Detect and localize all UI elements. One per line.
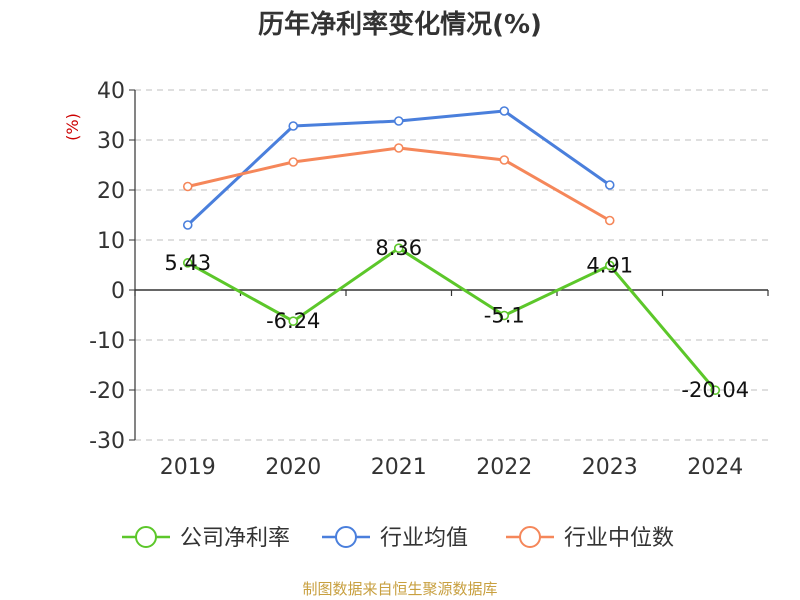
data-point-2-2021 <box>393 143 404 153</box>
legend[interactable]: 公司净利率 行业均值 行业中位数 <box>122 526 674 551</box>
y-axis-unit-label: (%) <box>63 113 82 141</box>
data-point-2-2019 <box>182 181 193 192</box>
data-point-1-2020 <box>288 121 299 131</box>
legend-item-0[interactable]: 公司净利率 <box>122 526 290 551</box>
x-tick-label-2024: 2024 <box>687 455 743 480</box>
grid-layer <box>135 89 768 441</box>
data-point-0-2021 <box>393 243 404 253</box>
data-label-2023: 4.91 <box>586 253 633 277</box>
series-1 <box>182 106 615 230</box>
data-point-2-2022 <box>499 155 510 165</box>
series-line-0 <box>187 246 717 392</box>
legend-label-0: 公司净利率 <box>180 526 290 551</box>
x-tick-label-2023: 2023 <box>582 455 638 480</box>
series-line-1 <box>186 109 611 227</box>
data-label-2022: -5.1 <box>484 304 525 328</box>
series-0 <box>182 243 721 396</box>
data-label-2019: 5.43 <box>164 251 211 275</box>
data-point-2-2020 <box>288 157 299 167</box>
legend-marker-0 <box>135 526 157 548</box>
y-tick-label--20: -20 <box>89 379 125 404</box>
y-tick-label-0: 0 <box>111 279 125 304</box>
series-layer <box>182 106 721 396</box>
y-tick-label--30: -30 <box>89 429 125 454</box>
data-label-2021: 8.36 <box>375 236 422 260</box>
axis-layer: 40 30 20 10 0 -10 -20 -30 2019 2020 2021 2022 2023 20… <box>89 79 769 480</box>
data-point-2-2023 <box>604 215 615 226</box>
y-tick-label-10: 10 <box>97 229 125 254</box>
x-tick-label-2021: 2021 <box>371 455 427 480</box>
legend-item-1[interactable]: 行业均值 <box>322 526 468 551</box>
data-point-0-2020 <box>288 316 299 327</box>
data-point-1-2019 <box>182 220 193 230</box>
data-point-1-2022 <box>499 106 510 116</box>
data-point-0-2019 <box>182 258 193 268</box>
chart-title: 历年净利率变化情况(%) <box>258 9 542 40</box>
series-2 <box>182 143 615 226</box>
legend-label-1: 行业均值 <box>380 526 468 551</box>
data-point-0-2024 <box>710 385 721 396</box>
data-point-0-2023 <box>604 260 615 271</box>
data-label-2024: -20.04 <box>681 378 749 402</box>
legend-marker-1 <box>335 526 357 548</box>
y-tick-label-40: 40 <box>97 79 125 104</box>
data-label-layer: 5.43 -6.24 8.36 -5.1 4.91 -20.04 <box>164 236 749 402</box>
legend-marker-2 <box>519 526 541 548</box>
y-tick-label-30: 30 <box>97 129 125 154</box>
y-tick-label-20: 20 <box>97 179 125 204</box>
legend-label-2: 行业中位数 <box>564 526 674 551</box>
x-tick-label-2019: 2019 <box>160 455 216 480</box>
data-point-1-2023 <box>604 180 615 190</box>
x-tick-label-2020: 2020 <box>265 455 321 480</box>
series-line-2 <box>187 146 611 222</box>
y-tick-label--10: -10 <box>89 329 125 354</box>
x-tick-label-2022: 2022 <box>476 455 532 480</box>
data-point-0-2022 <box>499 310 510 321</box>
data-label-2020: -6.24 <box>266 309 320 333</box>
source-note: 制图数据来自恒生聚源数据库 <box>302 580 497 598</box>
data-point-1-2021 <box>393 116 404 126</box>
legend-item-2[interactable]: 行业中位数 <box>506 526 674 551</box>
